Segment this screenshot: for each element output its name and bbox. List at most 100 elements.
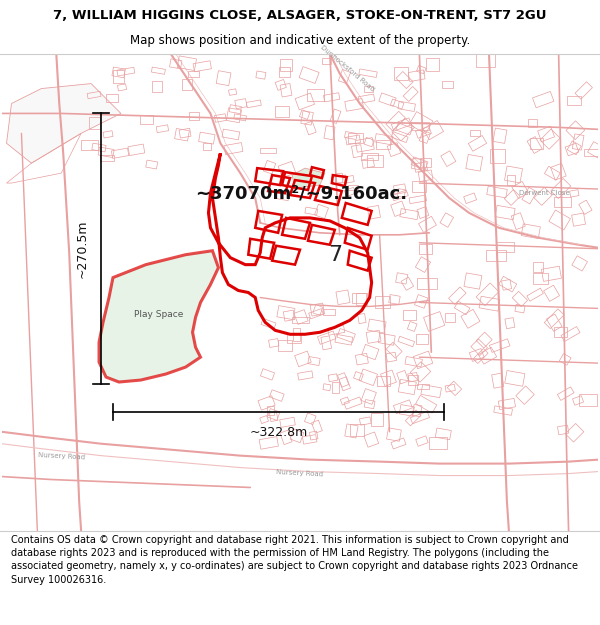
Bar [361,389,376,404]
Bar [551,163,566,180]
Bar [113,70,124,83]
Bar [391,118,412,131]
Bar [344,188,356,196]
Bar [324,126,335,140]
Bar [112,148,129,158]
Bar [504,189,520,206]
Bar [345,99,364,111]
Bar [89,117,100,129]
Bar [345,424,358,438]
Bar [530,138,543,149]
Bar [515,304,525,313]
Bar [386,352,397,362]
Bar [516,386,534,404]
Bar [436,428,451,439]
Bar [487,186,507,198]
Bar [188,71,199,77]
Bar [314,204,328,219]
Bar [295,93,314,110]
Bar [269,339,279,348]
Bar [298,371,313,380]
Bar [398,336,415,347]
Bar [499,276,517,292]
Bar [447,381,461,396]
Bar [344,397,362,409]
Bar [417,207,429,219]
Bar [189,112,199,120]
Bar [106,94,118,102]
Bar [146,160,158,169]
Bar [544,285,560,301]
Bar [410,362,431,382]
Bar [415,257,431,272]
Bar [376,140,390,149]
Bar [490,339,510,352]
Bar [572,396,584,405]
Bar [177,56,196,71]
Bar [561,326,580,341]
Bar [359,369,377,386]
Bar [379,93,396,106]
Bar [398,379,416,394]
Polygon shape [99,251,218,382]
Bar [214,114,226,122]
Bar [305,207,318,215]
Bar [557,425,569,435]
Bar [364,432,379,447]
Bar [359,417,371,425]
Bar [445,384,455,392]
Polygon shape [7,84,121,163]
Bar [234,114,247,121]
Bar [371,413,383,426]
Bar [336,290,350,304]
Bar [260,148,276,153]
Bar [294,309,308,324]
Bar [527,288,544,301]
Bar [412,158,422,170]
Bar [411,122,429,130]
Text: Nursery Road: Nursery Road [38,452,85,461]
Bar [495,206,515,220]
Bar [498,398,515,409]
Bar [479,296,500,311]
Bar [378,333,395,345]
Bar [311,420,322,433]
Bar [400,209,418,219]
Bar [554,327,567,337]
Text: Nursery Road: Nursery Road [277,469,323,478]
Bar [398,101,415,111]
Bar [533,262,543,272]
Bar [512,181,529,199]
Bar [403,86,418,101]
Bar [310,303,325,316]
Bar [366,330,381,343]
Bar [487,250,506,261]
Bar [412,404,422,417]
Bar [321,336,332,350]
Bar [521,224,541,239]
Bar [269,390,284,401]
Text: ~37070m²/~9.160ac.: ~37070m²/~9.160ac. [196,184,407,202]
Bar [421,158,431,167]
Bar [394,184,406,194]
Bar [551,179,571,199]
Bar [416,126,431,138]
Bar [310,431,318,440]
Bar [565,424,584,442]
Bar [396,123,412,135]
Bar [403,311,416,320]
Bar [397,189,406,198]
Bar [386,111,406,131]
Bar [391,438,406,449]
Bar [408,70,425,81]
Bar [280,418,295,428]
Bar [449,287,466,304]
Bar [328,374,338,382]
Bar [534,188,552,206]
Bar [418,170,433,181]
Bar [469,136,487,151]
Bar [406,410,421,426]
Bar [569,189,579,197]
Bar [193,61,211,72]
Bar [301,111,313,125]
